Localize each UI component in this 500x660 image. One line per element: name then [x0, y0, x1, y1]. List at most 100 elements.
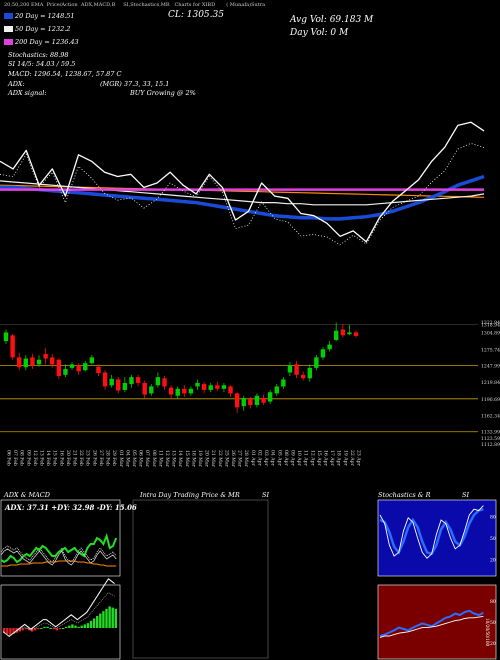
macd-histogram-bar — [21, 628, 24, 631]
candle-body — [135, 377, 141, 383]
si-tick-label: 80 — [490, 599, 496, 605]
stoch-tick-label: 20 — [490, 558, 496, 564]
x-tick-label: 18 Mar — [190, 450, 196, 468]
candle-body — [274, 386, 279, 394]
x-tick-label: 23 Apr — [356, 450, 362, 467]
macd-histogram-bar — [18, 628, 21, 632]
macd-histogram-bar — [52, 628, 55, 630]
legend-ema200: 200 Day = 1236.43 — [4, 38, 79, 46]
macd-histogram-bar — [55, 628, 59, 631]
candle-body — [234, 393, 240, 408]
x-tick-label: 09 Apr — [290, 450, 296, 467]
adx-values: ADX: 37.31 +DY: 32.98 -DY: 15.06 — [5, 503, 137, 512]
x-tick-label: 18 Apr — [336, 450, 342, 467]
macd-histogram-bar — [68, 625, 71, 628]
x-tick-label: 15 Feb — [52, 450, 58, 466]
stoch-tick-label: 80 — [490, 514, 496, 520]
x-tick-label: 08 Apr — [283, 450, 289, 467]
stoch-tick-label: 50 — [490, 536, 496, 542]
candle-body — [69, 364, 75, 368]
x-tick-label: 13 Feb — [39, 450, 45, 466]
x-tick-label: 06 Feb — [6, 450, 12, 466]
adx-panel-frame — [0, 499, 121, 577]
candle-body — [50, 357, 55, 365]
x-tick-label: 07 Feb — [12, 450, 18, 466]
candle-body — [201, 384, 207, 390]
adx-macd-title: ADX & MACD — [4, 491, 50, 499]
macd-histogram-bar — [108, 606, 111, 628]
x-tick-label: 15 Apr — [316, 450, 322, 467]
x-tick-label: 10 Apr — [296, 450, 302, 467]
macd-histogram-bar — [43, 626, 46, 628]
x-tick-label: 04 Mar — [124, 450, 130, 468]
y-tick-label: 1162.34 — [481, 413, 500, 419]
x-tick-label: 19 Apr — [342, 450, 348, 467]
candle-body — [149, 386, 154, 394]
candle-body — [208, 385, 213, 390]
y-tick-label: 1112.89 — [481, 442, 500, 448]
macd-histogram-bar — [89, 620, 93, 628]
candle-body — [129, 377, 134, 385]
macd-histogram-bar — [46, 626, 49, 628]
macd-line — [2, 578, 115, 638]
adx-signal-label: ADX signal: — [8, 89, 47, 97]
x-tick-label: 25 Mar — [223, 450, 229, 468]
macd-histogram-bar — [40, 628, 43, 629]
x-tick-label: 20 Mar — [204, 450, 210, 468]
dotted-signal-line — [0, 142, 485, 246]
y-tick-label: 1275.74 — [481, 347, 500, 353]
x-tick-label: 13 Mar — [171, 450, 177, 468]
candle-body — [83, 363, 88, 371]
y-tick-label: 1304.89 — [481, 330, 500, 336]
si-readout: SI 14/5: 54.03 / 59.5 — [8, 60, 76, 68]
candle-body — [30, 357, 35, 366]
macd-histogram-bar — [34, 628, 37, 631]
adx-white-line — [0, 548, 117, 566]
y-tick-label: 1123.59 — [481, 436, 500, 442]
candle-body — [228, 386, 233, 394]
macd-histogram-bar — [71, 624, 74, 628]
candle-body — [23, 358, 29, 368]
candle-body — [241, 398, 246, 407]
legend-ema50: 50 Day = 1232.2 — [4, 25, 70, 33]
candle-body — [307, 367, 312, 379]
macd-histogram-bar — [114, 608, 117, 628]
x-tick-label: 16 Feb — [58, 450, 64, 466]
macd-histogram-bar — [102, 611, 105, 628]
candle-body — [248, 399, 253, 406]
macd-histogram-bar — [92, 618, 96, 628]
si-blue-line — [379, 609, 484, 637]
si-tick-label: 20 — [490, 641, 496, 647]
candle-body — [175, 388, 180, 396]
macd-histogram-bar — [6, 628, 9, 634]
day-volume: Day Vol: 0 M — [290, 28, 349, 38]
x-tick-label: 19 Mar — [197, 450, 203, 468]
series-price — [0, 121, 485, 243]
x-tick-label: 09 Feb — [25, 450, 31, 466]
x-tick-label: 28 Mar — [243, 450, 249, 468]
x-tick-label: 16 Apr — [323, 450, 329, 467]
candle-body — [327, 344, 332, 350]
candle-body — [155, 377, 161, 386]
x-tick-label: 03 Apr — [263, 450, 269, 467]
x-tick-label: 04 Apr — [270, 450, 276, 467]
x-tick-label: 01 Mar — [118, 450, 124, 468]
adx-orange-line — [1, 560, 117, 567]
x-axis-labels: 06 Feb 07 Feb 08 Feb 09 Feb 12 Feb 13 Feb 14 F… — [6, 450, 362, 468]
x-tick-label: 02 Apr — [256, 450, 262, 467]
y-tick-label: 1219.84 — [481, 380, 500, 386]
candle-body — [109, 378, 114, 386]
intraday-title: Intra Day Trading Price & MR — [140, 491, 240, 499]
x-tick-label: 07 Mar — [144, 450, 150, 468]
x-tick-label: 11 Mar — [157, 450, 163, 468]
candle-body — [347, 332, 352, 335]
stochastics-readout: Stochastics: 88.98 — [8, 51, 69, 59]
macd-histogram-bar — [83, 624, 86, 628]
macd-histogram-bar — [65, 626, 68, 628]
candle-body — [168, 387, 174, 395]
candle-body — [195, 382, 200, 387]
ema200-swatch — [4, 39, 13, 45]
candle-body — [333, 330, 339, 340]
